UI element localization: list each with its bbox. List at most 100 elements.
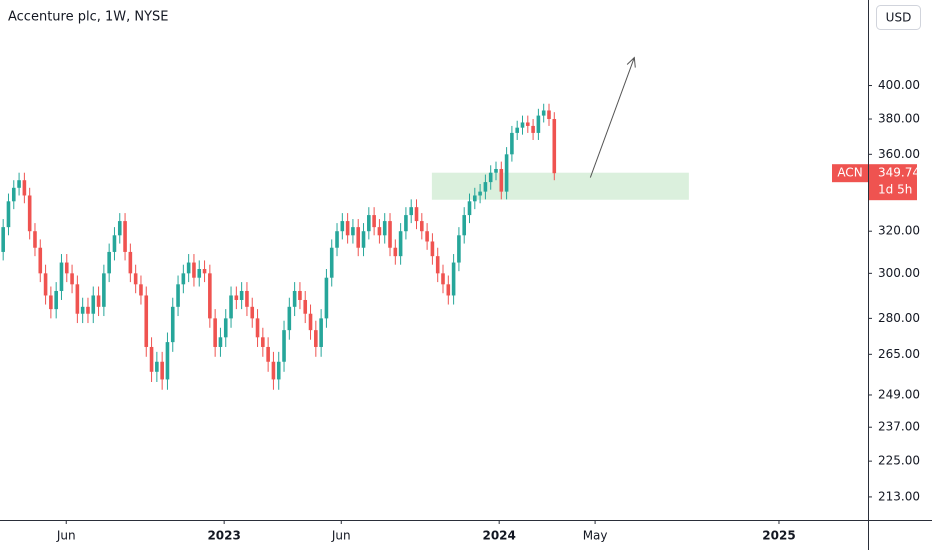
candle-body — [1, 227, 5, 252]
candle-body — [213, 318, 217, 347]
candle-body — [462, 215, 467, 236]
countdown: 1d 5h — [878, 183, 912, 197]
candle-body — [340, 221, 345, 232]
candle-body — [504, 154, 509, 192]
candle-body — [160, 361, 164, 380]
y-tick-label: 213.00 — [878, 489, 920, 503]
chart-title: Accenture plc, 1W, NYSE — [8, 10, 169, 25]
candle-body — [102, 273, 106, 307]
candle-body — [75, 284, 80, 314]
candle-body — [107, 251, 111, 274]
candle-body — [234, 295, 239, 300]
y-tick-label: 265.00 — [878, 347, 920, 361]
candle-body — [377, 227, 382, 236]
candle-body — [223, 318, 228, 338]
candle-body — [292, 290, 297, 307]
candle-body — [49, 295, 53, 310]
candle-body — [27, 195, 32, 232]
candle-body — [515, 127, 519, 133]
candle-body — [266, 346, 270, 362]
candle-body — [250, 306, 255, 319]
candle-body — [33, 231, 37, 248]
candle-body — [17, 180, 21, 188]
candle-body — [345, 221, 350, 236]
candle-body — [64, 262, 69, 274]
candle-body — [372, 215, 376, 228]
x-tick-label: 2023 — [207, 529, 240, 543]
candle-body — [303, 299, 308, 314]
candle-body — [446, 284, 451, 296]
candle-body — [483, 182, 488, 192]
price-axis-bg — [868, 0, 932, 550]
candle-body — [80, 306, 85, 314]
candle-body — [255, 318, 260, 338]
candle-body — [536, 115, 541, 133]
candle-body — [261, 337, 265, 347]
currency-label[interactable]: USD — [886, 11, 912, 25]
candle-body — [186, 262, 191, 274]
candle-body — [393, 247, 398, 257]
candle-body — [282, 330, 286, 362]
candle-body — [356, 227, 361, 248]
currency-button[interactable] — [876, 5, 921, 30]
x-tick-label: Jun — [331, 529, 351, 543]
candle-body — [547, 110, 551, 120]
candle-body — [435, 256, 440, 274]
candle-body — [335, 231, 339, 248]
candle-body — [430, 241, 435, 257]
candle-body — [192, 262, 196, 278]
candle-body — [91, 295, 96, 314]
candle-body — [54, 290, 58, 310]
candle-body — [361, 231, 366, 248]
candle-body — [531, 125, 535, 133]
y-tick-label: 360.00 — [878, 147, 920, 161]
trend-arrow — [589, 57, 635, 178]
candle-body — [276, 361, 281, 380]
candle-body — [478, 191, 482, 196]
candle-body — [6, 201, 11, 228]
candle-body — [197, 268, 202, 278]
candle-body — [525, 122, 530, 126]
candle-body — [245, 290, 249, 307]
x-tick-label: 2024 — [482, 529, 515, 543]
candle-body — [414, 207, 419, 222]
candle-body — [494, 168, 498, 173]
candle-body — [552, 119, 557, 174]
candle-body — [181, 273, 186, 285]
candle-body — [144, 295, 149, 347]
arrow-head — [626, 56, 636, 68]
candle-body — [457, 235, 461, 263]
candle-body — [308, 313, 313, 331]
candle-body — [314, 330, 318, 347]
y-tick-label: 237.00 — [878, 420, 920, 434]
candle-body — [287, 306, 292, 331]
candle-body — [404, 215, 408, 232]
candle-body — [128, 251, 133, 274]
candle-body — [59, 262, 64, 291]
candle-body — [202, 268, 207, 274]
candle-body — [541, 110, 546, 116]
x-tick-label: 2025 — [762, 529, 795, 543]
candle-body — [229, 295, 233, 319]
candle-body — [43, 273, 48, 296]
candle-body — [218, 337, 223, 347]
candle-body — [149, 346, 154, 372]
candle-body — [488, 172, 493, 183]
candle-body — [123, 221, 127, 252]
candle-body — [11, 187, 16, 202]
candle-body — [388, 221, 392, 248]
candle-body — [409, 207, 414, 216]
candle-body — [38, 247, 43, 274]
candle-body — [473, 195, 477, 202]
candle-body — [176, 284, 180, 307]
candle-body — [96, 295, 101, 307]
y-tick-label: 400.00 — [878, 78, 920, 92]
plot-area — [1, 56, 689, 390]
candle-body — [170, 306, 175, 343]
y-tick-label: 249.00 — [878, 387, 920, 401]
candle-body — [324, 277, 329, 319]
y-tick-label: 280.00 — [878, 311, 920, 325]
candle-body — [398, 231, 403, 257]
candle-body — [298, 290, 302, 300]
